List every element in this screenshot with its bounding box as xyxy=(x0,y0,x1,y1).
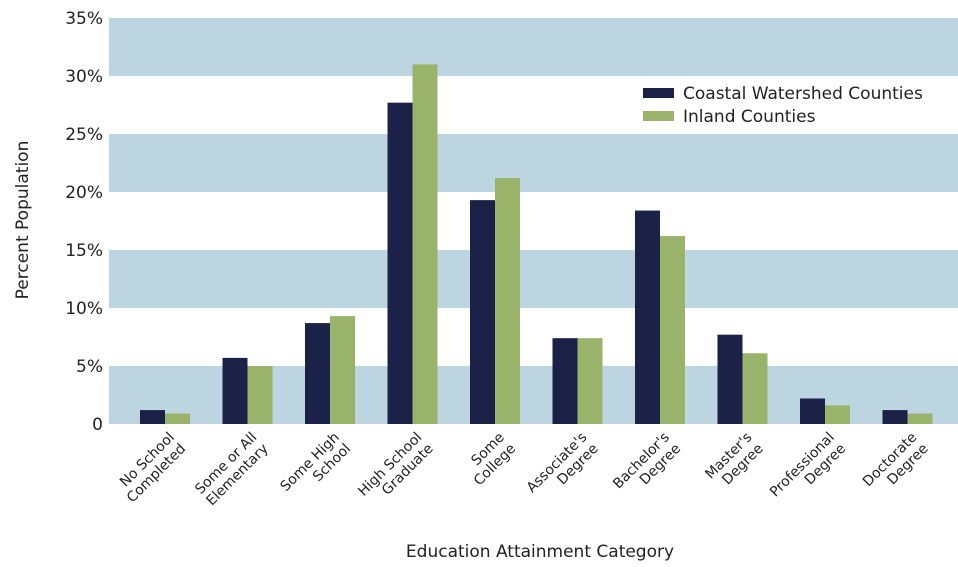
x-category-label: No SchoolCompleted xyxy=(113,430,190,507)
legend-label: Coastal Watershed Counties xyxy=(683,84,923,104)
x-category-label: Some or AllElementary xyxy=(192,430,272,510)
bar-series xyxy=(140,64,933,425)
bar-coastal xyxy=(882,410,908,424)
bar-coastal xyxy=(717,334,743,424)
x-category-label: Some HighSchool xyxy=(278,430,355,507)
x-axis-title: Education Attainment Category xyxy=(406,542,674,562)
y-tick-label: 15% xyxy=(65,241,103,261)
bar-coastal xyxy=(222,357,248,424)
bar-coastal xyxy=(305,323,330,424)
background-band xyxy=(109,250,958,308)
y-tick-label: 0 xyxy=(92,415,103,435)
background-band xyxy=(109,18,958,76)
bar-inland xyxy=(660,236,685,424)
svg-text:Some HighSchool: Some HighSchool xyxy=(278,430,355,507)
bar-inland xyxy=(165,413,190,424)
legend-swatch xyxy=(643,88,674,98)
background-band xyxy=(109,134,958,192)
bar-inland xyxy=(742,353,768,424)
bar-coastal xyxy=(800,398,825,424)
bar-inland xyxy=(495,178,520,424)
legend-label: Inland Counties xyxy=(683,107,816,127)
x-category-label: High SchoolGraduate xyxy=(355,430,436,511)
y-axis-title: Percent Population xyxy=(13,141,33,300)
x-category-label: DoctorateDegree xyxy=(860,430,932,502)
legend: Coastal Watershed Counties Inland Countie… xyxy=(643,84,923,127)
svg-text:Bachelor'sDegree: Bachelor'sDegree xyxy=(610,430,684,504)
bar-inland xyxy=(825,405,850,424)
background-band xyxy=(109,308,958,366)
x-category-label: Associate'sDegree xyxy=(524,430,602,508)
y-tick-label: 10% xyxy=(65,299,103,319)
bar-inland xyxy=(247,366,273,424)
bar-inland xyxy=(907,413,933,424)
x-axis-category-labels: No SchoolCompleted Some or AllElementary S… xyxy=(113,430,932,512)
background-band xyxy=(109,192,958,250)
svg-text:DoctorateDegree: DoctorateDegree xyxy=(860,430,932,502)
svg-text:ProfessionalDegree: ProfessionalDegree xyxy=(767,430,849,512)
svg-text:High SchoolGraduate: High SchoolGraduate xyxy=(355,430,436,511)
bar-coastal xyxy=(552,338,578,424)
y-tick-label: 5% xyxy=(76,357,103,377)
bar-coastal xyxy=(635,210,660,424)
background-bands xyxy=(109,18,958,424)
svg-text:SomeCollege: SomeCollege xyxy=(460,430,520,490)
svg-text:Associate'sDegree: Associate'sDegree xyxy=(524,430,602,508)
y-axis-ticks: 0 5% 10% 15% 20% 25% 30% 35% xyxy=(65,9,103,435)
svg-text:No SchoolCompleted: No SchoolCompleted xyxy=(113,430,190,507)
x-category-label: Master'sDegree xyxy=(702,430,766,494)
y-tick-label: 25% xyxy=(65,125,103,145)
x-category-label: ProfessionalDegree xyxy=(767,430,849,512)
x-category-label: Bachelor'sDegree xyxy=(610,430,684,504)
bar-inland xyxy=(412,64,438,425)
legend-swatch xyxy=(643,111,674,121)
bar-inland xyxy=(577,338,603,424)
x-category-label: SomeCollege xyxy=(460,430,520,490)
y-tick-label: 20% xyxy=(65,183,103,203)
bar-coastal xyxy=(470,200,495,424)
bar-coastal xyxy=(387,102,413,425)
y-tick-label: 30% xyxy=(65,67,103,87)
y-tick-label: 35% xyxy=(65,9,103,29)
bar-inland xyxy=(330,316,355,424)
background-band xyxy=(109,76,958,134)
svg-text:Some or AllElementary: Some or AllElementary xyxy=(192,430,272,510)
bar-coastal xyxy=(140,410,165,424)
svg-text:Master'sDegree: Master'sDegree xyxy=(702,430,766,494)
